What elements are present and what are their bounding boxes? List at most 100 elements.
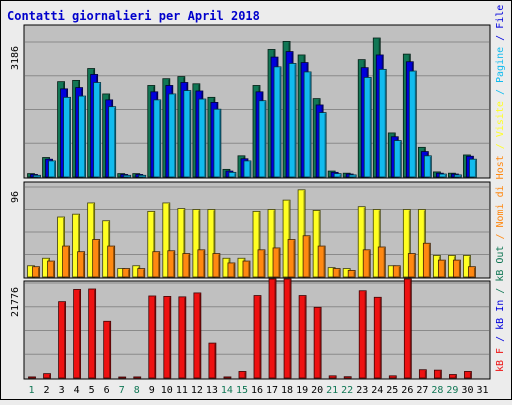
bar-shadow [444,261,445,277]
legend-part-11: / [495,29,506,47]
bar-shadow [400,142,401,177]
legend-part-1: / [495,330,506,348]
bar-shadow [109,322,110,378]
bar-shadow [370,78,371,177]
bar-shadow [98,241,99,278]
bar-shadow [49,375,50,378]
bar-shadow [199,294,200,378]
bar-shadow [279,249,280,277]
bar-shadow [474,268,475,277]
bar-shadow [129,176,130,177]
x-tick-day-18: 18 [281,385,293,396]
series-legend-vertical: kB F / kB In / kB Out / Nomi di Host / V… [495,0,506,372]
x-tick-day-31: 31 [476,385,488,396]
bar-shadow [84,97,85,177]
legend-part-8: Visite [495,101,506,137]
bar-shadow [459,261,460,277]
bar-shadow [445,175,446,177]
bar-shadow [188,255,189,277]
bar-shadow [64,303,65,378]
bar-shadow [325,114,326,177]
x-tick-day-30: 30 [461,385,473,396]
bar-kb-kb-f-day-1 [29,377,36,378]
bar-shadow [154,297,155,378]
panel-hits [24,25,490,178]
x-tick-day-1: 1 [29,385,35,396]
bar-shadow [355,176,356,177]
bar-shadow [69,98,70,177]
bar-shadow [94,290,95,378]
bar-shadow [384,248,385,277]
x-tick-day-29: 29 [446,385,458,396]
bar-shadow [244,372,245,378]
bar-shadow [305,297,306,378]
legend-part-0: kB F [495,348,506,372]
x-tick-day-19: 19 [296,385,308,396]
bar-shadow [425,371,426,378]
bar-shadow [219,110,220,177]
x-tick-day-27: 27 [416,385,428,396]
panel-kb-ymax-label: 21776 [10,287,21,317]
x-tick-day-14: 14 [221,385,233,396]
bar-shadow [53,262,54,277]
legend-part-12: File [495,5,506,29]
bar-shadow [233,264,234,277]
bar-shadow [455,376,456,378]
bar-shadow [144,176,145,177]
bar-shadow [38,268,39,277]
bar-shadow [324,247,325,277]
bar-shadow [294,241,295,278]
legend-part-4: kB Out [495,246,506,282]
bar-shadow [415,72,416,177]
x-tick-day-3: 3 [59,385,65,396]
x-tick-day-7: 7 [119,385,125,396]
x-tick-day-16: 16 [251,385,263,396]
bar-shadow [260,297,261,378]
x-tick-day-9: 9 [149,385,155,396]
x-tick-day-8: 8 [134,385,140,396]
bar-shadow [410,280,411,378]
bar-shadow [275,280,276,378]
bar-shadow [320,308,321,378]
legend-part-13: / [495,0,506,5]
x-tick-day-2: 2 [44,385,50,396]
bar-shadow [184,298,185,378]
bar-shadow [395,377,396,378]
legend-part-9: / [495,83,506,101]
bar-shadow [83,253,84,277]
bar-shadow [189,92,190,177]
bar-shadow [218,255,219,277]
x-tick-day-22: 22 [341,385,353,396]
bar-shadow [280,68,281,177]
bar-shadow [380,298,381,378]
bar-shadow [203,251,204,277]
bar-shadow [430,157,431,177]
bar-shadow [143,270,144,277]
bar-kb-kb-f-day-14 [224,377,231,378]
chart-title: Contatti giornalieri per April 2018 [7,9,260,23]
x-tick-day-4: 4 [74,385,80,396]
bar-shadow [460,176,461,177]
x-tick-day-5: 5 [89,385,95,396]
x-tick-day-21: 21 [326,385,338,396]
bar-shadow [128,270,129,277]
bar-shadow [248,262,249,277]
x-tick-day-26: 26 [401,385,413,396]
legend-part-5: / [495,227,506,245]
bar-shadow [214,344,215,378]
bar-shadow [440,371,441,378]
bar-shadow [173,252,174,277]
bar-shadow [113,247,114,277]
x-tick-day-17: 17 [266,385,278,396]
panel-visits [24,182,490,278]
bar-shadow [339,270,340,277]
panel-visits-ymax-label: 96 [10,191,21,203]
x-tick-day-13: 13 [206,385,218,396]
bar-shadow [68,247,69,277]
x-tick-day-20: 20 [311,385,323,396]
legend-part-3: / [495,282,506,300]
bar-shadow [158,253,159,277]
panels-layer [24,25,490,379]
legend-part-2: kB In [495,300,506,330]
